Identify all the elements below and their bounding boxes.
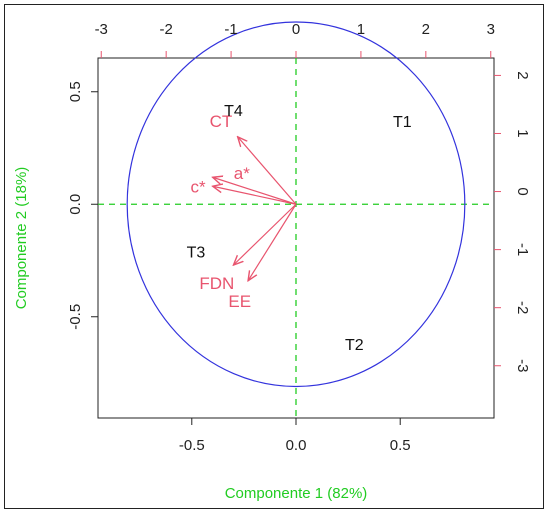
y-tick-label: -0.5 — [67, 304, 84, 330]
observation-label: T3 — [187, 245, 206, 262]
right-tick-label: 1 — [514, 129, 531, 137]
top-tick-label: 3 — [487, 21, 495, 38]
variable-arrow-cstar — [213, 186, 297, 205]
top-tick-label: -1 — [224, 21, 237, 38]
variable-arrow-fdn — [233, 203, 297, 265]
x-axis-title: Componente 1 (82%) — [225, 485, 368, 502]
variable-label: FDN — [199, 274, 234, 293]
chart-frame — [4, 4, 544, 509]
y-axis-title: Componente 2 (18%) — [13, 167, 30, 310]
top-tick-label: 1 — [357, 21, 365, 38]
top-tick-label: -3 — [95, 21, 108, 38]
variable-label: CT — [210, 112, 233, 131]
top-tick-label: -2 — [159, 21, 172, 38]
top-tick-label: 2 — [422, 21, 430, 38]
right-tick-label: -1 — [514, 243, 531, 256]
y-tick-label: 0.5 — [67, 81, 84, 102]
variable-arrow-astar — [213, 177, 297, 205]
right-tick-label: -3 — [514, 359, 531, 372]
top-tick-label: 0 — [292, 21, 300, 38]
variable-label: a* — [234, 164, 250, 183]
right-tick-label: 0 — [514, 187, 531, 195]
right-tick-label: -2 — [514, 301, 531, 314]
variable-arrow-ee — [248, 203, 297, 281]
variable-label: c* — [190, 177, 206, 196]
x-tick-label: -0.5 — [179, 437, 205, 454]
observation-label: T2 — [345, 337, 364, 354]
correlation-circle — [126, 21, 466, 388]
observation-label: T1 — [393, 114, 412, 131]
right-tick-label: 2 — [514, 71, 531, 79]
y-tick-label: 0.0 — [67, 194, 84, 215]
observation-label: T4 — [224, 103, 243, 120]
variable-label: EE — [228, 292, 251, 311]
variable-arrow-ct — [238, 137, 297, 205]
x-tick-label: 0.0 — [286, 437, 307, 454]
x-tick-label: 0.5 — [390, 437, 411, 454]
